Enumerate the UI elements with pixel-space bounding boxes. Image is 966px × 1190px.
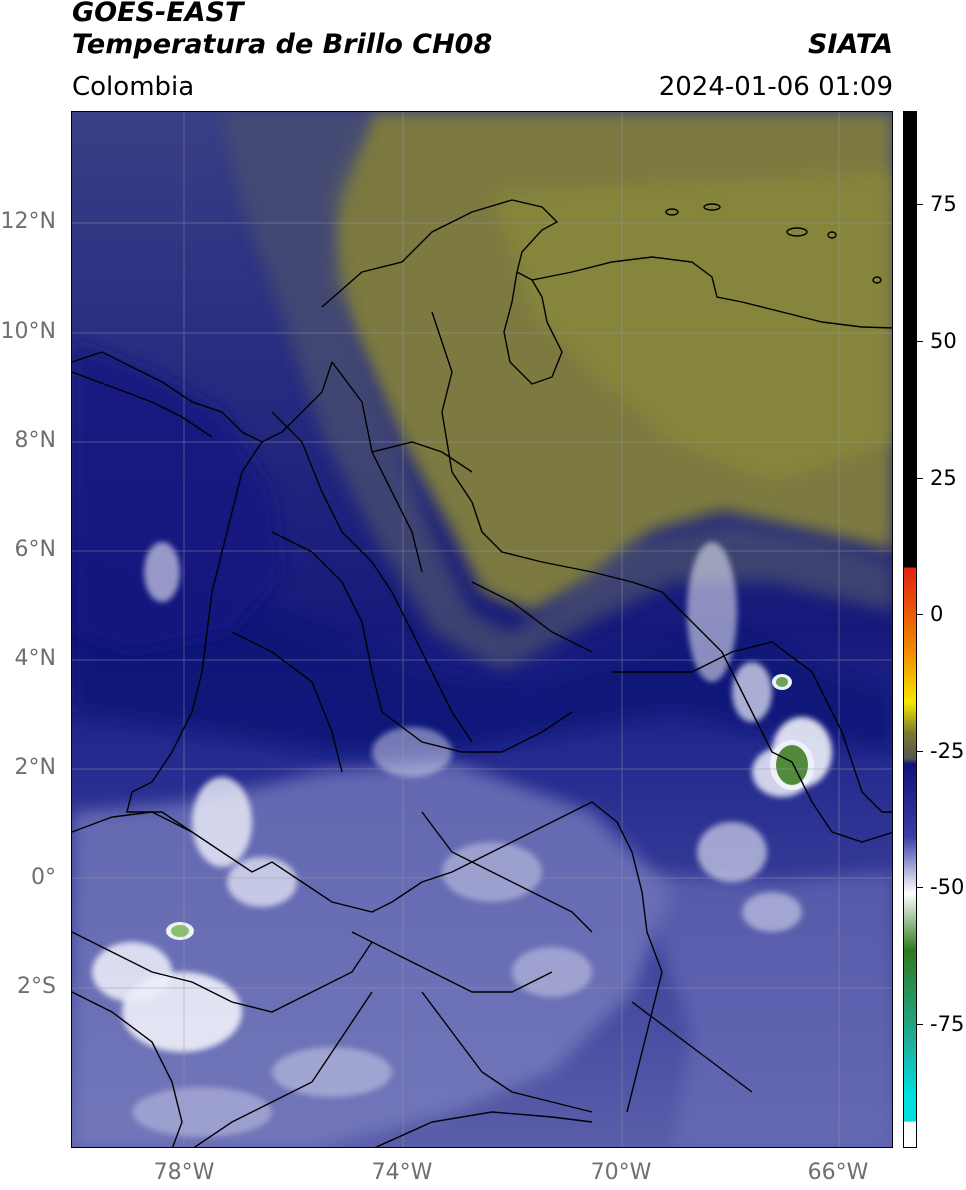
temperature-colorbar xyxy=(903,111,917,1148)
moist-east xyxy=(632,872,892,1147)
lon-label-70w: 70°W xyxy=(590,1160,652,1185)
map-canvas xyxy=(72,112,892,1147)
lat-label-0: 0° xyxy=(31,865,56,890)
lat-label-10n: 10°N xyxy=(0,319,56,344)
cloud-band-west xyxy=(72,342,282,652)
lat-label-4n: 4°N xyxy=(14,646,56,671)
country-borders xyxy=(72,199,892,1147)
graticule xyxy=(72,112,892,1147)
green-cold-cores xyxy=(166,674,814,940)
cloud-band-navy xyxy=(72,542,892,752)
lat-label-2s: 2°S xyxy=(17,974,56,999)
lat-label-12n: 12°N xyxy=(0,209,56,234)
timestamp-label: 2024-01-06 01:09 xyxy=(658,72,893,102)
colorbar-label-neg50: -50 xyxy=(930,875,965,899)
transition-band xyxy=(222,112,892,672)
colorbar-label-neg25: -25 xyxy=(930,739,965,763)
colorbar-label-0: 0 xyxy=(930,602,944,626)
colorbar-label-25: 25 xyxy=(930,466,957,490)
source-label: SIATA xyxy=(807,29,893,60)
lat-label-2n: 2°N xyxy=(14,755,56,780)
colorbar-label-50: 50 xyxy=(930,329,957,353)
product-title: Temperatura de Brillo CH08 xyxy=(72,29,493,60)
colorbar-label-neg75: -75 xyxy=(930,1012,965,1036)
lat-label-8n: 8°N xyxy=(14,428,56,453)
satellite-map[interactable] xyxy=(71,111,893,1148)
lon-label-74w: 74°W xyxy=(371,1160,433,1185)
region-label: Colombia xyxy=(72,72,195,102)
dry-air-core xyxy=(492,172,892,482)
lon-label-66w: 66°W xyxy=(807,1160,869,1185)
satellite-title: GOES-EAST xyxy=(72,0,244,28)
lat-label-6n: 6°N xyxy=(14,537,56,562)
lon-label-78w: 78°W xyxy=(153,1160,215,1185)
colorbar-label-75: 75 xyxy=(930,192,957,216)
